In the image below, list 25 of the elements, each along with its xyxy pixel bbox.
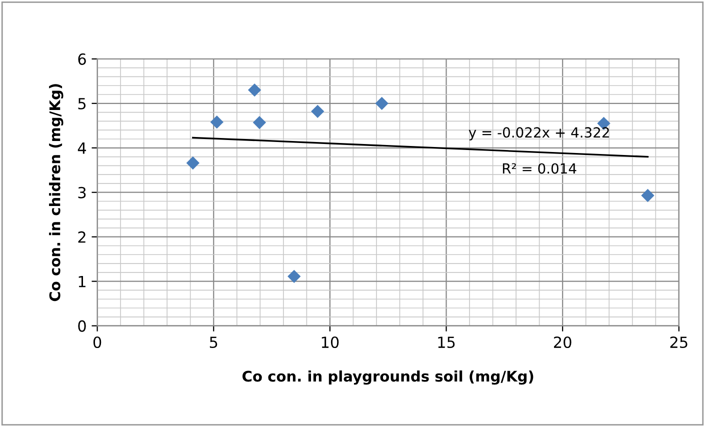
point	[210, 116, 224, 129]
x-tick-label: 5	[210, 336, 218, 348]
y-tick-label: 1	[78, 276, 86, 288]
y-tick-label: 5	[78, 98, 86, 110]
x-tick-label: 10	[322, 336, 339, 348]
point	[252, 116, 266, 130]
point	[248, 83, 262, 97]
x-tick-label: 25	[670, 336, 688, 348]
x-tick-label: 0	[93, 336, 102, 348]
point	[375, 96, 388, 110]
y-tick-label: 0	[78, 320, 86, 332]
point	[288, 270, 301, 284]
y-axis-title: Co con. in chidren (mg/Kg)	[49, 84, 64, 302]
x-tick-label: 20	[554, 336, 572, 348]
y-tick-label: 3	[78, 186, 86, 198]
point	[311, 104, 324, 118]
x-axis-title: Co con. in playgrounds soil (mg/Kg)	[242, 370, 534, 385]
annotation: y = -0.022x + 4.322	[468, 127, 609, 140]
point	[641, 188, 654, 202]
y-tick-label: 6	[78, 53, 86, 65]
x-tick-label: 15	[438, 336, 455, 348]
point	[186, 156, 200, 170]
y-tick-label: 2	[78, 231, 86, 243]
annotation: R² = 0.014	[502, 163, 576, 174]
y-tick-label: 4	[78, 142, 86, 154]
